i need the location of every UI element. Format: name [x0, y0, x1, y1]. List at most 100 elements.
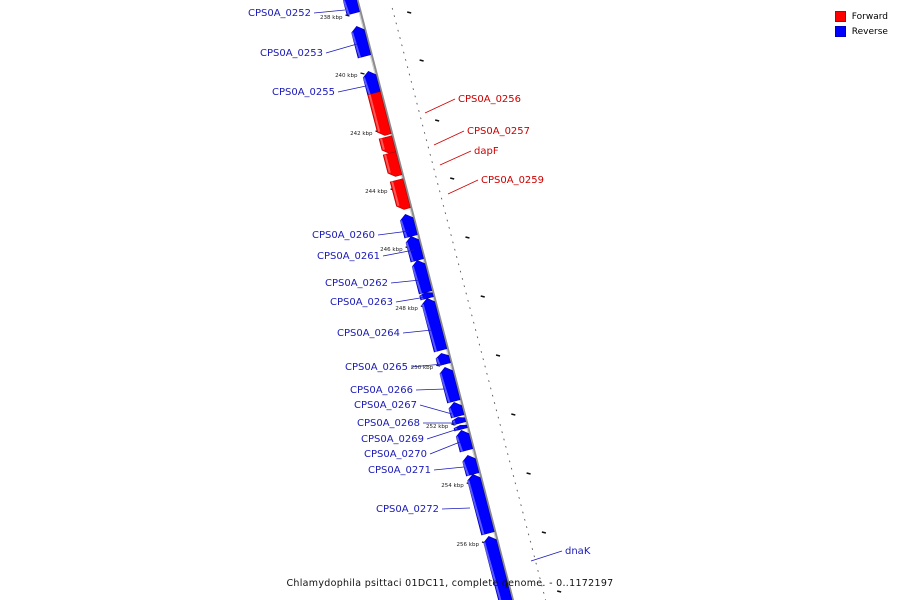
axis-tick [345, 14, 350, 17]
gene-cps0a-0253-leader [325, 43, 358, 54]
gene-cps0a-0266-shading [439, 373, 451, 403]
gene-cps0a-0272-leader [441, 507, 471, 510]
gene-cps0a-0257-leader [433, 130, 465, 146]
gene-cps0a-0252-label[interactable]: CPS0A_0252 [248, 8, 311, 19]
major-tick [406, 11, 412, 14]
minor-tick [501, 431, 503, 434]
gene-cps0a-0257-label[interactable]: CPS0A_0257 [467, 126, 530, 137]
minor-tick [527, 533, 530, 536]
gene-cps0a-0269-label[interactable]: CPS0A_0269 [361, 434, 424, 445]
minor-tick [490, 387, 492, 390]
gene-cps0a-0260-shading [399, 220, 408, 238]
minor-tick [537, 569, 539, 572]
gene-cps0a-0265-label[interactable]: CPS0A_0265 [345, 362, 408, 373]
gene-cps0a-0271-shading [462, 461, 470, 476]
minor-tick [427, 146, 430, 149]
gene-cps0a-0255-shading [362, 77, 371, 95]
axis-tick-label: 246 kbp [380, 247, 403, 253]
minor-tick [393, 15, 396, 18]
minor-tick [469, 307, 471, 310]
minor-tick [412, 88, 414, 91]
gene-cps0a-0270-leader [429, 441, 461, 455]
minor-tick [486, 372, 488, 375]
gene-cps0a-0268-label[interactable]: CPS0A_0268 [357, 418, 420, 429]
minor-tick [457, 263, 460, 266]
major-tick [526, 472, 531, 475]
gene-cps0a-0263-label[interactable]: CPS0A_0263 [330, 297, 393, 308]
gene-cps0a-0253-glyph[interactable] [351, 26, 372, 59]
minor-tick [514, 482, 517, 485]
minor-tick [533, 555, 535, 558]
gene-cps0a-0266-glyph[interactable] [439, 367, 461, 404]
gene-cps0a-0267-glyph[interactable] [448, 402, 465, 419]
major-tick [449, 177, 455, 180]
legend-label-forward: Forward [851, 11, 888, 22]
axis-tick-label: 242 kbp [350, 131, 373, 137]
gene-dapf-glyph[interactable] [382, 151, 403, 177]
minor-tick [520, 504, 522, 507]
gene-cps0a-0272-glyph[interactable] [467, 474, 495, 536]
major-tick [434, 119, 440, 122]
minor-tick [395, 22, 397, 25]
minor-tick [408, 73, 411, 76]
gene-cps0a-0259-label[interactable]: CPS0A_0259 [481, 175, 544, 186]
minor-tick [401, 44, 403, 47]
minor-tick [497, 416, 500, 419]
gene-cps0a-0256-glyph[interactable] [367, 91, 392, 136]
axis-tick [360, 72, 365, 75]
gene-cps0a-0272-shading [467, 480, 485, 535]
minor-tick [507, 453, 509, 456]
gene-cps0a-0261-label[interactable]: CPS0A_0261 [317, 251, 380, 262]
legend-swatch-reverse [834, 26, 846, 37]
gene-dnak-glyph[interactable] [483, 536, 514, 600]
gene-cps0a-0265-glyph[interactable] [435, 353, 451, 367]
gene-cps0a-0260-label[interactable]: CPS0A_0260 [312, 230, 375, 241]
gene-cps0a-0252-leader [313, 9, 346, 14]
minor-tick [410, 80, 413, 83]
gene-cps0a-0259-glyph[interactable] [389, 178, 411, 210]
minor-tick [437, 183, 439, 185]
gene-dapf-label[interactable]: dapF [474, 146, 499, 157]
minor-tick [478, 343, 481, 346]
gene-cps0a-0253-label[interactable]: CPS0A_0253 [260, 48, 323, 59]
gene-cps0a-0271-leader [433, 466, 465, 471]
map-title: Chlamydophila psittaci 01DC11, complete … [286, 578, 614, 589]
gene-cps0a-0270-glyph[interactable] [455, 430, 474, 453]
gene-cps0a-0268-shading [452, 420, 456, 425]
minor-tick [510, 467, 513, 470]
minor-tick [444, 212, 447, 215]
minor-tick [404, 58, 407, 61]
minor-tick [421, 124, 424, 127]
gene-cps0a-0259-leader [447, 179, 479, 195]
gene-dnak-label[interactable]: dnaK [565, 546, 591, 557]
minor-tick [474, 329, 477, 331]
gene-cps0a-0255-label[interactable]: CPS0A_0255 [272, 87, 335, 98]
gene-cps0a-0252-glyph[interactable] [342, 0, 360, 16]
minor-tick [535, 562, 537, 565]
major-tick [495, 354, 501, 357]
gene-cps0a-0259-shading [391, 181, 400, 206]
gene-cps0a-0264-shading [421, 304, 438, 352]
gene-cps0a-0264-label[interactable]: CPS0A_0264 [337, 328, 400, 339]
gene-cps0a-0267-label[interactable]: CPS0A_0267 [354, 400, 417, 411]
gene-cps0a-0266-label[interactable]: CPS0A_0266 [350, 385, 413, 396]
gene-cps0a-0262-leader [390, 279, 421, 284]
minor-tick [493, 402, 496, 404]
minor-tick [418, 110, 420, 112]
gene-cps0a-0269-leader [426, 428, 459, 440]
minor-tick [518, 496, 520, 499]
gene-cps0a-0270-label[interactable]: CPS0A_0270 [364, 449, 427, 460]
minor-tick [391, 7, 394, 10]
minor-tick [522, 511, 524, 514]
gene-cps0a-0264-glyph[interactable] [421, 298, 448, 353]
minor-tick [452, 241, 454, 244]
minor-tick [529, 540, 532, 543]
axis-tick-label: 250 kbp [411, 365, 434, 371]
gene-cps0a-0271-label[interactable]: CPS0A_0271 [368, 465, 431, 476]
minor-tick [524, 518, 526, 521]
gene-cps0a-0264-leader [402, 329, 433, 334]
gene-cps0a-0262-label[interactable]: CPS0A_0262 [325, 278, 388, 289]
gene-cps0a-0256-label[interactable]: CPS0A_0256 [458, 94, 521, 105]
gene-cps0a-0272-label[interactable]: CPS0A_0272 [376, 504, 439, 515]
